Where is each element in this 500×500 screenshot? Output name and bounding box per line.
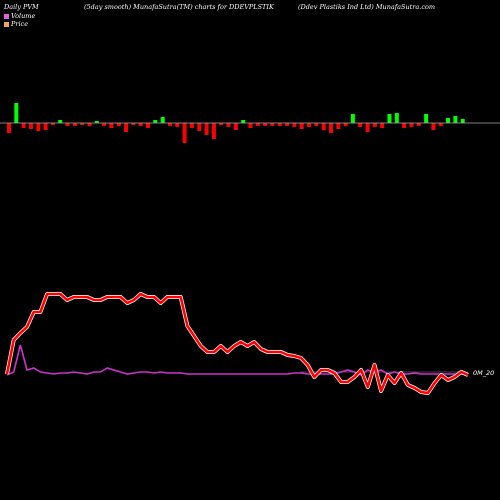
- volume-bar: [343, 123, 348, 126]
- volume-bar: [314, 123, 319, 126]
- volume-bar: [146, 123, 150, 128]
- volume-bar: [36, 123, 41, 131]
- volume-bar: [409, 123, 414, 127]
- volume-bar: [292, 123, 297, 127]
- price-line: [5, 292, 469, 395]
- volume-bar: [380, 123, 385, 128]
- volume-bar: [329, 123, 333, 133]
- volume-bar: [241, 120, 246, 123]
- legend-price-label: Price: [11, 20, 29, 28]
- volume-bar: [365, 123, 370, 132]
- legend-price-swatch: [4, 21, 9, 27]
- volume-bar: [431, 123, 436, 130]
- volume-bar: [102, 123, 107, 126]
- volume-bar: [285, 123, 290, 126]
- volume-bar: [460, 119, 465, 123]
- volume-bar: [50, 123, 55, 125]
- volume-bar: [255, 123, 260, 126]
- volume-bar: [219, 123, 224, 125]
- volume-bar: [387, 114, 392, 123]
- volume-bar: [197, 123, 202, 131]
- volume-bar: [336, 123, 341, 129]
- chart-title-left: Daily PVM: [4, 3, 39, 11]
- volume-bar: [14, 103, 19, 123]
- volume-bar: [263, 123, 268, 126]
- volume-bar: [138, 123, 143, 126]
- volume-bar: [402, 123, 407, 128]
- volume-bar: [87, 123, 92, 126]
- volume-line: [6, 344, 468, 376]
- volume-bar: [270, 123, 275, 126]
- volume-bar: [248, 123, 253, 128]
- volume-bar: [94, 121, 99, 123]
- volume-bar: [116, 123, 121, 126]
- volume-bar: [438, 123, 443, 126]
- volume-bar: [29, 123, 33, 129]
- volume-bar: [182, 123, 187, 143]
- volume-bar: [80, 123, 85, 125]
- volume-bar: [160, 117, 165, 123]
- volume-bar: [226, 123, 231, 127]
- legend-volume: Volume: [4, 12, 35, 20]
- volume-bar: [453, 116, 458, 123]
- volume-bar: [211, 123, 216, 139]
- volume-bar: [358, 123, 363, 127]
- legend-volume-label: Volume: [11, 12, 36, 20]
- legend-volume-swatch: [4, 13, 9, 19]
- volume-bar: [350, 114, 355, 123]
- volume-bar: [321, 123, 326, 130]
- volume-bar: [72, 123, 77, 126]
- chart-title-middle: (5day smooth) MunafaSutra(TM) charts for…: [84, 3, 274, 11]
- volume-bar: [58, 120, 63, 123]
- volume-bar: [175, 123, 180, 127]
- volume-bar: [372, 123, 377, 127]
- volume-bar: [204, 123, 209, 135]
- volume-bar: [153, 120, 158, 123]
- volume-bars: [7, 103, 465, 143]
- volume-bar: [131, 123, 136, 125]
- chart-title-right: (Ddev Plastiks Ind Ltd) MunafaSutra.com: [298, 3, 436, 11]
- y-tick-label: 0M_20: [473, 369, 494, 377]
- volume-bar: [277, 123, 282, 126]
- volume-bar: [21, 123, 26, 128]
- volume-bar: [299, 123, 304, 129]
- volume-bar: [168, 123, 172, 126]
- volume-bar: [189, 123, 194, 128]
- volume-bar: [124, 123, 129, 132]
- volume-bar: [446, 118, 450, 123]
- legend-price: Price: [4, 20, 28, 28]
- volume-bar: [394, 113, 399, 123]
- volume-bar: [307, 123, 311, 127]
- volume-bar: [7, 123, 11, 133]
- volume-bar: [109, 123, 114, 128]
- volume-bar: [43, 123, 48, 130]
- volume-bar: [65, 123, 70, 126]
- volume-bar: [233, 123, 238, 130]
- volume-bar: [416, 123, 421, 126]
- volume-bar: [424, 114, 429, 123]
